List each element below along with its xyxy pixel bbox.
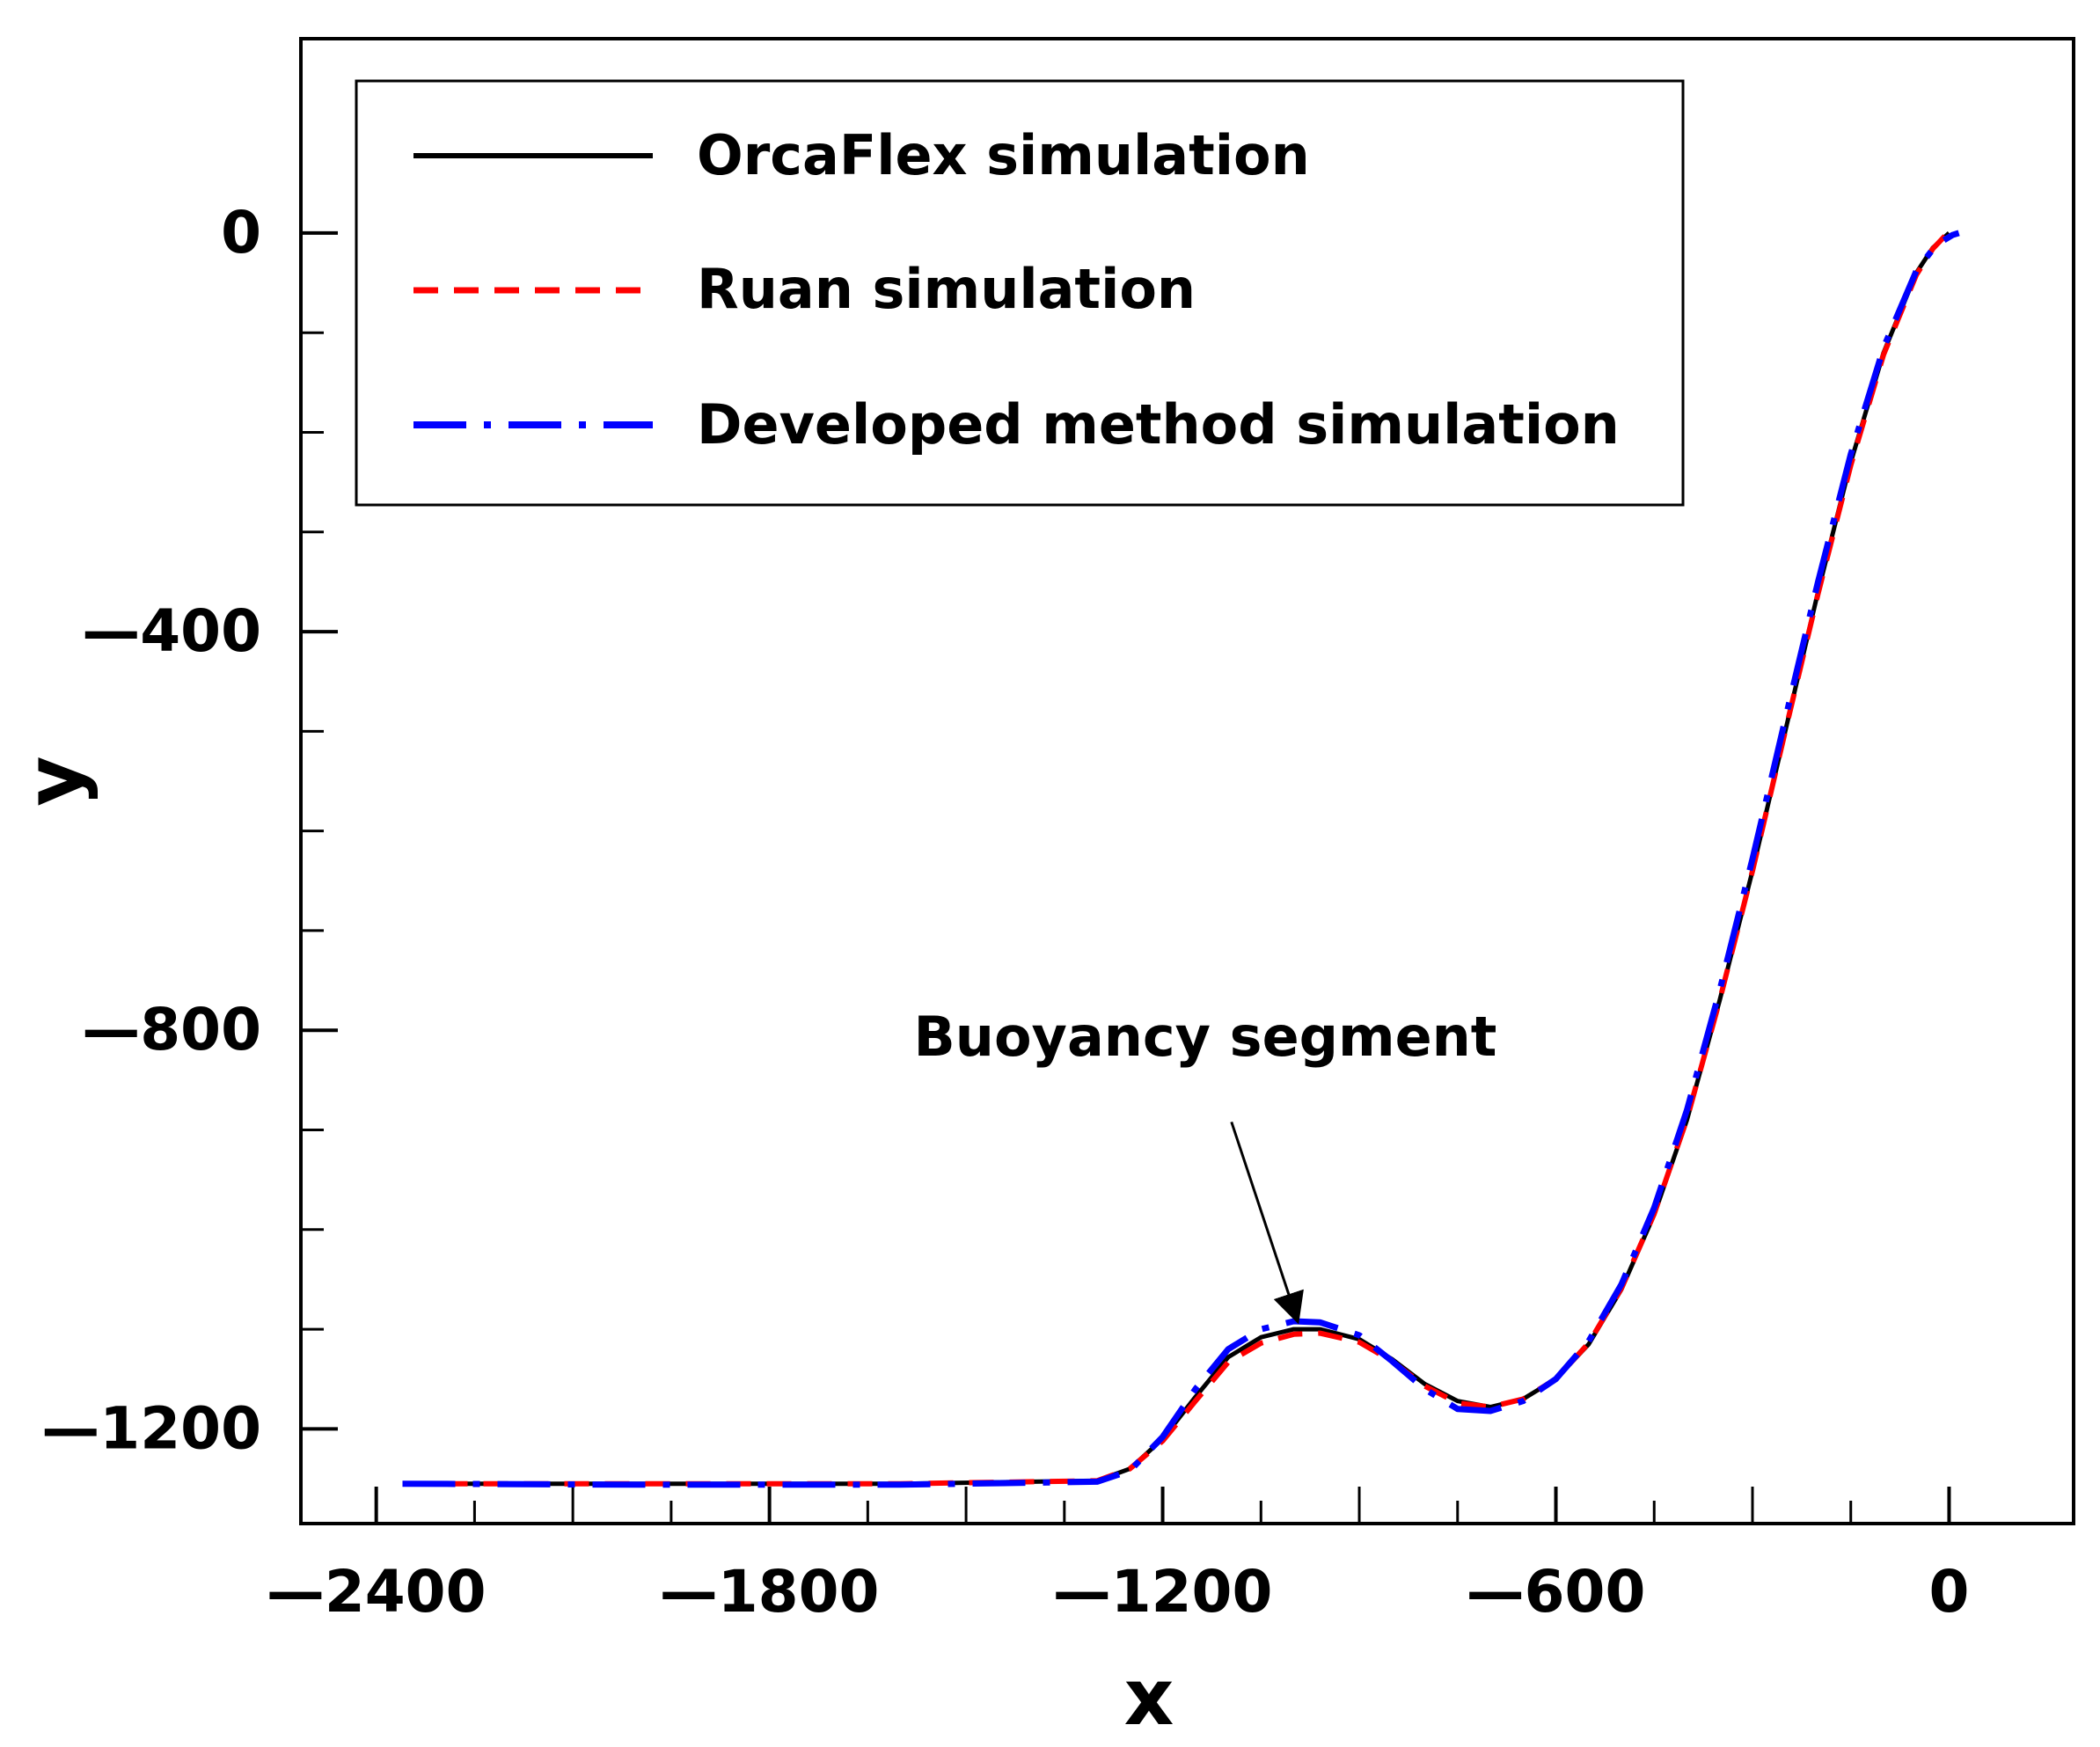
x-tick-label: —1800 xyxy=(660,1558,880,1626)
legend-label-orcaflex: OrcaFlex simulation xyxy=(697,123,1310,187)
x-tick-label: —2400 xyxy=(267,1558,487,1626)
y-tick-label: —400 xyxy=(82,597,261,665)
x-tick-label: 0 xyxy=(1928,1558,1969,1626)
y-axis-label: y xyxy=(9,756,99,806)
y-tick-label: —1200 xyxy=(41,1394,261,1462)
x-tick-label: —600 xyxy=(1467,1558,1646,1626)
legend-label-developed: Developed method simulation xyxy=(697,392,1620,457)
tick-labels: —2400 —1800 —1200 —600 0 0 —400 —800 —1200 xyxy=(41,199,1969,1626)
y-tick-label: 0 xyxy=(221,199,261,267)
annotation-arrow xyxy=(1230,1121,1304,1325)
series-layer xyxy=(402,230,1960,1488)
x-tick-label: —1200 xyxy=(1053,1558,1273,1626)
series-line-developed-method-simulation xyxy=(402,230,1960,1488)
legend-label-ruan: Ruan simulation xyxy=(697,257,1196,321)
y-tick-label: —800 xyxy=(82,996,261,1064)
x-axis-label: x xyxy=(1124,1652,1174,1743)
annotation-buoyancy-segment: Buoyancy segment xyxy=(914,1005,1497,1069)
legend: OrcaFlex simulation Ruan simulation Deve… xyxy=(355,79,1685,507)
ticks xyxy=(301,230,1951,1524)
annotation: Buoyancy segment xyxy=(914,1005,1497,1325)
